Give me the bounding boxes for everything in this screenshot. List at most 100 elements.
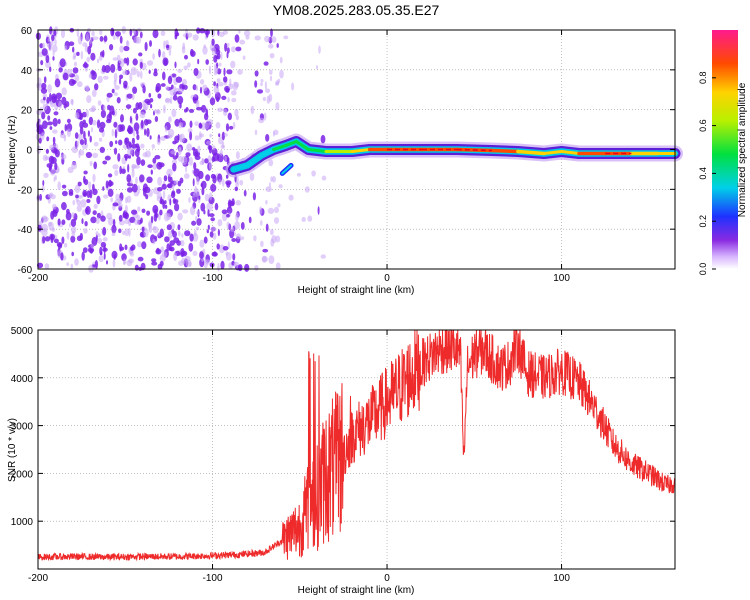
noise-speck xyxy=(263,61,269,66)
noise-speck xyxy=(235,200,241,206)
noise-speck xyxy=(203,44,206,49)
noise-speck xyxy=(83,130,86,140)
noise-speck xyxy=(71,251,74,257)
noise-speck xyxy=(151,258,157,263)
noise-speck xyxy=(146,60,154,66)
noise-speck xyxy=(129,28,133,37)
noise-speck xyxy=(269,229,274,236)
noise-speck xyxy=(226,221,230,229)
noise-speck xyxy=(41,48,48,56)
noise-speck xyxy=(170,84,174,90)
noise-speck xyxy=(65,211,72,221)
noise-speck xyxy=(137,256,144,262)
noise-speck xyxy=(218,81,224,87)
noise-speck xyxy=(84,221,88,227)
noise-speck xyxy=(213,65,218,74)
noise-speck xyxy=(210,217,215,222)
noise-speck xyxy=(135,113,139,121)
noise-speck xyxy=(205,174,211,182)
noise-speck xyxy=(113,79,117,87)
noise-speck xyxy=(174,203,180,212)
noise-speck xyxy=(194,121,199,127)
noise-speck xyxy=(171,108,177,118)
noise-speck xyxy=(60,252,64,261)
noise-speck xyxy=(71,98,74,106)
noise-speck xyxy=(142,85,146,94)
noise-speck xyxy=(119,243,123,252)
noise-speck xyxy=(187,128,193,133)
noise-speck xyxy=(188,157,193,166)
noise-speck xyxy=(259,206,263,215)
noise-speck xyxy=(83,175,86,184)
noise-speck xyxy=(217,229,220,237)
noise-speck xyxy=(215,55,219,60)
noise-speck xyxy=(131,93,135,101)
noise-speck xyxy=(107,173,113,178)
noise-speck xyxy=(265,88,271,94)
noise-speck xyxy=(47,193,53,199)
noise-speck xyxy=(126,39,129,46)
noise-speck xyxy=(224,155,227,162)
noise-speck xyxy=(38,137,42,144)
noise-speck xyxy=(179,134,183,143)
noise-speck xyxy=(50,210,55,220)
noise-speck xyxy=(139,111,146,119)
noise-speck xyxy=(87,130,90,137)
noise-speck xyxy=(81,251,85,261)
noise-speck xyxy=(254,129,258,136)
noise-speck xyxy=(152,29,159,39)
noise-speck xyxy=(148,225,153,233)
noise-speck xyxy=(235,151,240,160)
noise-speck xyxy=(234,186,239,192)
noise-speck xyxy=(158,162,165,168)
noise-speck xyxy=(218,31,225,38)
noise-speck xyxy=(112,34,116,40)
signal-segment xyxy=(259,148,276,157)
noise-speck xyxy=(189,233,194,242)
noise-speck xyxy=(254,35,261,41)
noise-speck xyxy=(83,170,88,175)
noise-speck xyxy=(218,133,221,138)
noise-speck xyxy=(221,209,228,215)
noise-speck xyxy=(92,173,96,183)
noise-speck xyxy=(156,191,162,199)
noise-speck xyxy=(90,244,95,249)
noise-speck xyxy=(142,183,148,193)
noise-speck xyxy=(271,36,277,43)
noise-speck xyxy=(124,228,130,237)
noise-speck xyxy=(184,173,190,179)
noise-speck xyxy=(68,41,75,46)
noise-speck xyxy=(63,242,68,248)
noise-speck xyxy=(193,188,200,198)
signal-segment xyxy=(294,140,310,151)
noise-speck xyxy=(137,206,141,212)
snr-x-tick-label: -200 xyxy=(28,573,48,584)
noise-speck xyxy=(119,77,122,85)
noise-speck xyxy=(166,243,171,251)
noise-speck xyxy=(140,217,143,224)
noise-speck xyxy=(205,108,208,117)
noise-speck xyxy=(184,230,191,237)
colorbar-label: Normalized spectral amplitude xyxy=(737,82,748,217)
noise-speck xyxy=(82,119,86,125)
noise-speck xyxy=(271,176,276,183)
noise-speck xyxy=(46,96,50,104)
noise-speck xyxy=(254,264,259,271)
noise-speck xyxy=(51,95,57,104)
noise-speck xyxy=(256,89,264,94)
noise-speck xyxy=(110,63,116,73)
noise-speck xyxy=(112,57,118,61)
noise-speck xyxy=(109,44,114,51)
noise-speck xyxy=(275,102,280,111)
noise-speck xyxy=(186,32,193,38)
noise-speck xyxy=(114,169,119,176)
noise-speck xyxy=(49,233,56,241)
noise-speck xyxy=(260,78,264,83)
noise-speck xyxy=(49,66,52,73)
noise-speck xyxy=(213,81,217,87)
noise-speck xyxy=(112,202,119,207)
noise-speck xyxy=(157,176,163,186)
noise-speck xyxy=(195,215,198,222)
noise-speck xyxy=(268,255,275,264)
noise-speck xyxy=(131,169,135,178)
